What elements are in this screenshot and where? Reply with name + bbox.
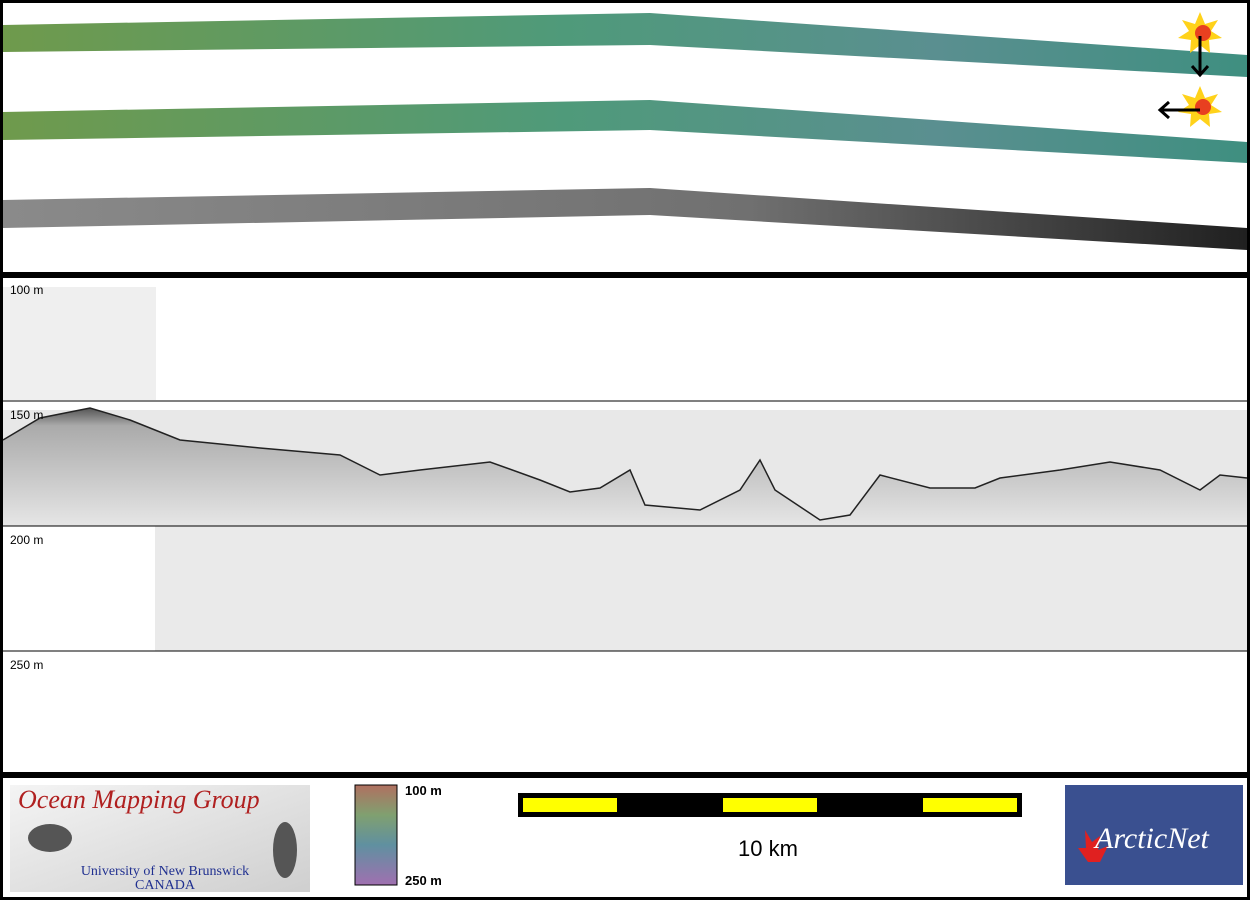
seabed-echo [3, 408, 1247, 526]
sonar-background [155, 526, 1247, 651]
scale-segment [923, 798, 1017, 812]
logo-line: University of New Brunswick [81, 864, 249, 879]
logo-line: CANADA [135, 878, 196, 893]
bathymetry-swath [3, 13, 1247, 77]
partner-name: ArcticNet [1093, 822, 1210, 855]
maple-leaf [1078, 830, 1108, 862]
sonar-background [3, 287, 156, 400]
scale-segment [523, 798, 617, 812]
logo-graphic [28, 824, 72, 852]
bathymetry-swath [3, 100, 1247, 163]
logo-graphic [273, 822, 297, 878]
seabed-line [2, 407, 1248, 521]
backscatter-swath [3, 188, 1247, 250]
scale-label: 10 km [738, 836, 798, 861]
depth-label: 250 m [10, 658, 43, 672]
depth-label: 100 m [10, 283, 43, 297]
colorbar-label: 100 m [405, 783, 442, 798]
depth-label: 200 m [10, 533, 43, 547]
sun-icon [1178, 12, 1222, 78]
colorbar-label: 250 m [405, 873, 442, 888]
depth-label: 150 m [10, 408, 43, 422]
sun-icon [1157, 86, 1222, 127]
arcticnet-logo [1065, 785, 1243, 885]
scale-segment [723, 798, 817, 812]
logo-title: Ocean Mapping Group [18, 785, 260, 814]
colorbar [354, 784, 398, 886]
